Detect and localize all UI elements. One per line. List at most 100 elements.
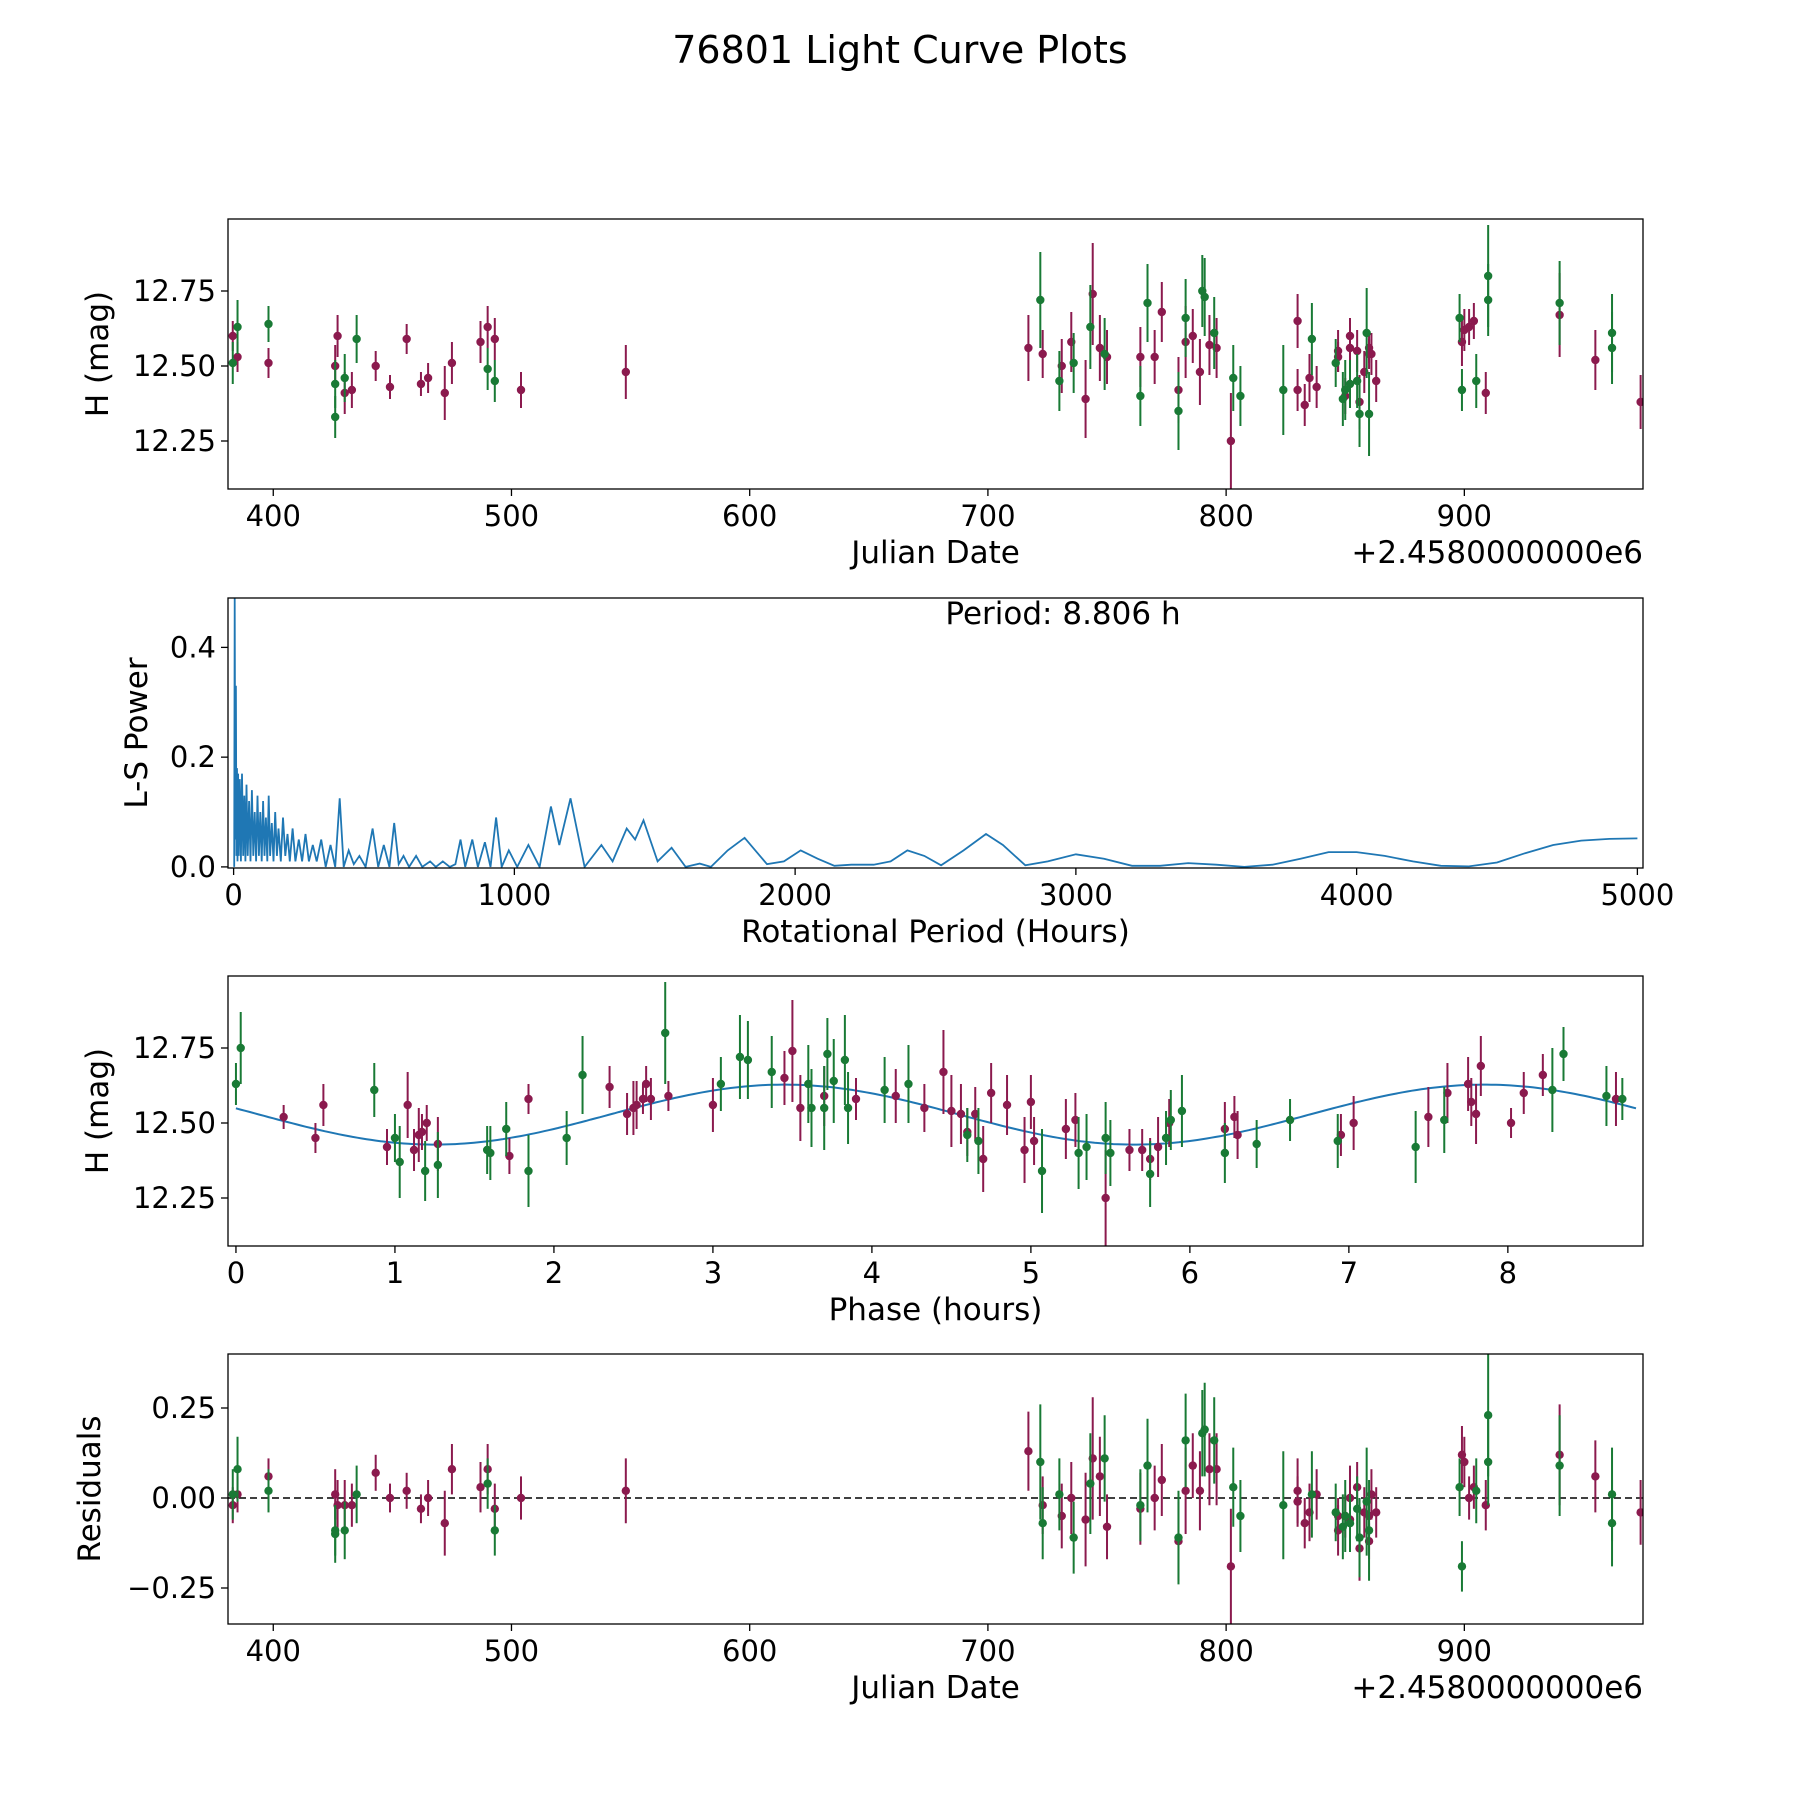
data-point-green <box>1331 1508 1340 1517</box>
x-tick-label: 5000 <box>1600 878 1674 912</box>
y-tick-label: 12.25 <box>133 1181 216 1215</box>
data-point-green <box>486 1148 495 1158</box>
data-point-magenta <box>371 1468 380 1478</box>
data-point-magenta <box>1345 331 1355 341</box>
data-point-magenta <box>1137 1145 1147 1155</box>
x-tick-label: 0 <box>227 1256 245 1290</box>
axes-frame <box>227 1353 1644 1625</box>
plot-area <box>228 1354 1643 1624</box>
data-point-magenta <box>1071 1115 1080 1125</box>
data-point-magenta <box>1471 1109 1481 1119</box>
data-point-magenta <box>1367 349 1376 359</box>
data-point-magenta <box>1481 388 1490 398</box>
data-point-magenta <box>1233 1130 1242 1140</box>
data-point-green <box>1607 1519 1617 1528</box>
data-point-green <box>1200 292 1209 302</box>
x-tick-label: 6 <box>1181 1256 1199 1290</box>
data-point-green <box>502 1124 511 1134</box>
x-axis-label: Julian Date <box>849 1670 1020 1706</box>
data-point-magenta <box>1226 1562 1236 1571</box>
data-point-green <box>562 1133 571 1143</box>
data-point-magenta <box>279 1112 288 1122</box>
x-tick-label: 3 <box>704 1256 722 1290</box>
data-point-green <box>1100 349 1109 359</box>
data-point-green <box>1364 1526 1374 1535</box>
data-point-green <box>1074 1148 1083 1158</box>
data-point-magenta <box>1464 322 1474 332</box>
data-point-magenta <box>402 334 411 344</box>
data-point-magenta <box>1460 1457 1469 1467</box>
data-point-green <box>1036 1457 1045 1467</box>
data-point-magenta <box>622 1109 632 1119</box>
plot-area <box>228 225 1643 489</box>
data-point-green <box>1364 409 1374 419</box>
data-point-magenta <box>1293 385 1302 395</box>
data-point-magenta <box>1181 1486 1190 1496</box>
x-tick-label: 600 <box>722 1634 777 1668</box>
data-point-magenta <box>1020 1145 1029 1155</box>
data-point-magenta <box>476 1483 485 1492</box>
x-tick-label: 500 <box>484 499 539 533</box>
data-point-magenta <box>851 1094 861 1104</box>
data-point-magenta <box>1029 1136 1039 1146</box>
data-point-green <box>1161 1133 1171 1143</box>
x-tick-label: 8 <box>1499 1256 1517 1290</box>
data-point-magenta <box>347 1501 357 1510</box>
y-tick-label: 0.25 <box>151 1391 216 1425</box>
data-point-magenta <box>1464 1493 1474 1503</box>
data-point-magenta <box>409 1145 419 1155</box>
data-point-green <box>1036 295 1045 305</box>
data-point-green <box>1038 1519 1047 1528</box>
model-fit-curve <box>235 1083 1637 1146</box>
data-point-green <box>1143 298 1152 308</box>
data-point-magenta <box>440 1519 449 1528</box>
data-point-green <box>1136 391 1145 401</box>
data-point-magenta <box>986 1088 996 1098</box>
y-tick-label: −0.25 <box>127 1571 216 1605</box>
data-point-magenta <box>939 1067 948 1077</box>
data-point-magenta <box>1038 349 1047 359</box>
data-point-green <box>228 1490 237 1499</box>
x-tick-label: 2000 <box>758 878 832 912</box>
y-axis-label: H (mag) <box>80 1048 116 1174</box>
data-point-green <box>490 1526 500 1535</box>
x-tick-label: 4 <box>863 1256 881 1290</box>
data-point-magenta <box>423 1493 433 1503</box>
data-point-magenta <box>1300 1519 1309 1528</box>
data-point-green <box>1483 271 1493 281</box>
data-point-green <box>767 1067 776 1077</box>
data-point-magenta <box>1312 382 1321 392</box>
data-point-magenta <box>233 352 242 362</box>
plot-area <box>231 982 1637 1246</box>
data-point-green <box>228 358 237 368</box>
data-point-magenta <box>403 1100 412 1110</box>
data-point-green <box>820 1103 829 1113</box>
data-point-green <box>1341 385 1350 395</box>
data-point-green <box>716 1079 726 1089</box>
data-point-green <box>1355 1533 1364 1542</box>
data-point-magenta <box>1205 340 1214 350</box>
y-tick-label: 12.25 <box>133 424 216 458</box>
axes-frame <box>227 975 1644 1247</box>
data-point-magenta <box>947 1106 956 1116</box>
data-point-magenta <box>483 322 492 332</box>
data-point-magenta <box>1150 1493 1159 1503</box>
data-point-magenta <box>385 382 395 392</box>
data-point-green <box>1086 322 1095 332</box>
light-curve-date-plot: 400 500 600 700 800 900 12.25 12.50 12.75 Julian … <box>80 218 1644 571</box>
y-tick-label: 0.0 <box>170 850 216 884</box>
data-point-magenta <box>1102 1522 1112 1532</box>
data-point-green <box>1345 379 1355 389</box>
data-point-green <box>352 1490 361 1499</box>
data-point-green <box>1055 1490 1064 1499</box>
period-annotation: Period: 8.806 h <box>945 596 1180 632</box>
data-point-magenta <box>1349 1118 1358 1128</box>
data-point-green <box>735 1052 745 1062</box>
data-point-magenta <box>1195 367 1205 377</box>
x-axis-label: Phase (hours) <box>829 1292 1043 1328</box>
x-tick-label: 500 <box>484 1634 539 1668</box>
data-point-magenta <box>347 385 357 395</box>
x-tick-label: 2 <box>545 1256 563 1290</box>
data-point-magenta <box>1463 1079 1473 1089</box>
data-point-magenta <box>1467 1097 1476 1107</box>
